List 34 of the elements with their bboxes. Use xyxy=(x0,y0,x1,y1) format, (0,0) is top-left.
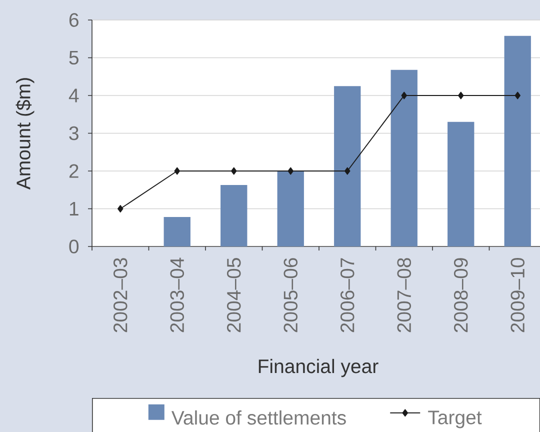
point xyxy=(230,167,237,175)
point xyxy=(288,167,294,175)
x-tick-label: 2002–03 xyxy=(113,258,128,332)
y-tick-label: 0 xyxy=(69,240,79,254)
y-tick-label: 4 xyxy=(68,88,79,102)
bar xyxy=(504,36,531,246)
y-tick-label: 2 xyxy=(69,164,78,178)
bar xyxy=(277,171,304,246)
y-tick-label: 3 xyxy=(69,126,78,140)
legend-label: Target xyxy=(428,410,482,428)
x-tick-label: 2008–09 xyxy=(454,258,468,332)
y-tick-label: 5 xyxy=(69,50,78,65)
x-tick-label: 2003–04 xyxy=(170,258,184,332)
x-tick-label: 2009–10 xyxy=(510,258,525,332)
point xyxy=(117,205,124,212)
legend-label: Value of settlements xyxy=(171,410,346,425)
bar xyxy=(220,184,248,246)
x-axis-title: Financial year xyxy=(258,358,378,378)
point xyxy=(401,92,408,100)
x-tick-label: 2004–05 xyxy=(226,258,241,332)
bar xyxy=(164,217,190,246)
point xyxy=(514,92,521,100)
bar xyxy=(448,122,474,246)
x-tick-label: 2007–08 xyxy=(397,258,412,332)
bar xyxy=(334,86,361,246)
bar xyxy=(390,70,418,246)
point xyxy=(174,167,180,175)
point xyxy=(344,167,350,175)
y-axis-title: Amount ($m) xyxy=(16,78,34,190)
point xyxy=(458,92,464,100)
x-tick-label: 2005–06 xyxy=(284,258,298,332)
x-tick-label: 2006–07 xyxy=(340,258,354,332)
y-tick-label: 1 xyxy=(70,202,78,216)
y-tick-label: 6 xyxy=(69,13,78,27)
